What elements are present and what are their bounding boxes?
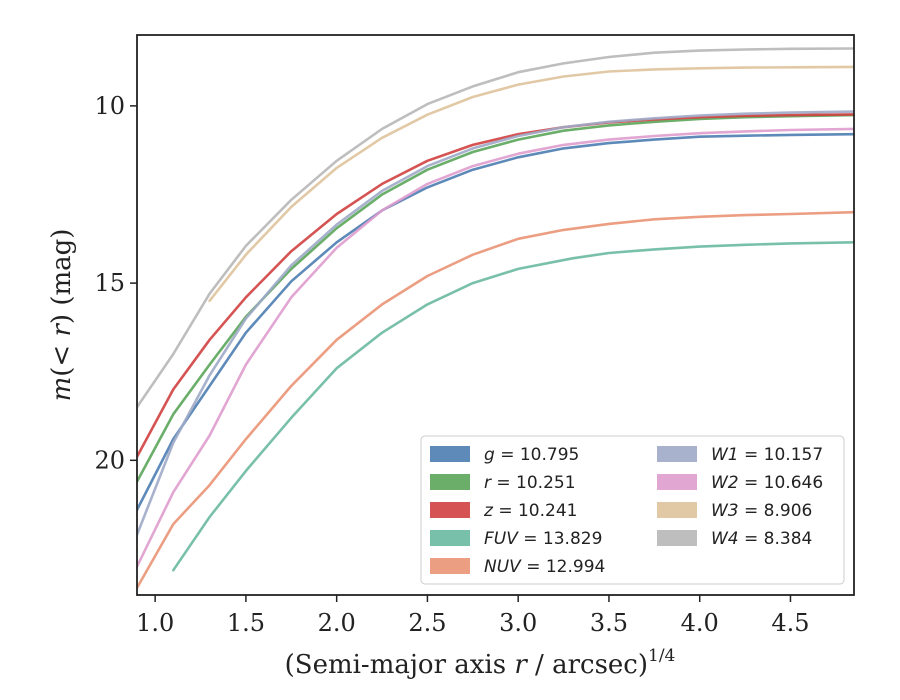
x-axis-label-var: r xyxy=(514,650,528,680)
legend-swatch-w4 xyxy=(657,530,697,546)
legend-swatch-w1 xyxy=(657,446,697,462)
y-tick-label: 15 xyxy=(94,269,125,297)
y-tick-label: 20 xyxy=(94,446,125,474)
legend-label-nuv: NUV = 12.994 xyxy=(484,557,605,577)
x-tick-label: 1.5 xyxy=(227,609,265,637)
legend-label-fuv: FUV = 13.829 xyxy=(484,529,602,549)
plot-frame xyxy=(136,34,855,596)
legend: g = 10.795 r = 10.251 z = 10.241 FUV = 13.8… xyxy=(420,435,845,585)
series-line-fuv xyxy=(172,241,854,572)
series-line-z xyxy=(137,113,854,459)
legend-label-w3: W3 = 8.906 xyxy=(711,501,812,521)
x-axis: 1.0 1.5 2.0 2.5 3.0 3.5 4.0 4.5 xyxy=(136,595,810,637)
series-line-w2 xyxy=(137,127,854,568)
legend-swatch-w2 xyxy=(657,474,697,490)
legend-swatch-fuv xyxy=(430,530,470,546)
legend-swatch-g xyxy=(430,446,470,462)
x-tick-label: 2.5 xyxy=(408,609,446,637)
legend-swatch-z xyxy=(430,502,470,518)
legend-box xyxy=(420,435,845,585)
legend-swatch-r xyxy=(430,474,470,490)
x-axis-label-exponent: 1/4 xyxy=(648,646,675,666)
x-tick-label: 1.0 xyxy=(136,609,174,637)
legend-swatch-w3 xyxy=(657,502,697,518)
legend-label-z: z = 10.241 xyxy=(483,501,577,521)
x-axis-label: (Semi-major axis r / arcsec)1/4 xyxy=(285,646,676,680)
series-line-w4 xyxy=(137,47,854,409)
legend-label-w4: W4 = 8.384 xyxy=(711,529,812,549)
x-tick-label: 3.0 xyxy=(499,609,537,637)
series-line-g xyxy=(137,132,854,512)
series-line-r xyxy=(137,113,854,483)
y-tick-label: 10 xyxy=(94,92,125,120)
series-layer xyxy=(137,47,854,590)
x-tick-label: 4.0 xyxy=(681,609,719,637)
y-axis: 10 15 20 xyxy=(94,92,137,474)
legend-swatch-nuv xyxy=(430,558,470,574)
legend-label-g: g = 10.795 xyxy=(484,445,579,465)
x-tick-label: 4.5 xyxy=(771,609,809,637)
y-axis-label: m(< r) (mag) xyxy=(47,229,77,402)
legend-label-w2: W2 = 10.646 xyxy=(711,473,823,493)
legend-label-w1: W1 = 10.157 xyxy=(711,445,823,465)
series-line-nuv xyxy=(137,210,854,590)
x-tick-label: 2.0 xyxy=(318,609,356,637)
series-line-w1 xyxy=(137,110,854,536)
x-tick-label: 3.5 xyxy=(590,609,628,637)
legend-label-r: r = 10.251 xyxy=(484,473,576,493)
series-line-w3 xyxy=(208,65,854,303)
